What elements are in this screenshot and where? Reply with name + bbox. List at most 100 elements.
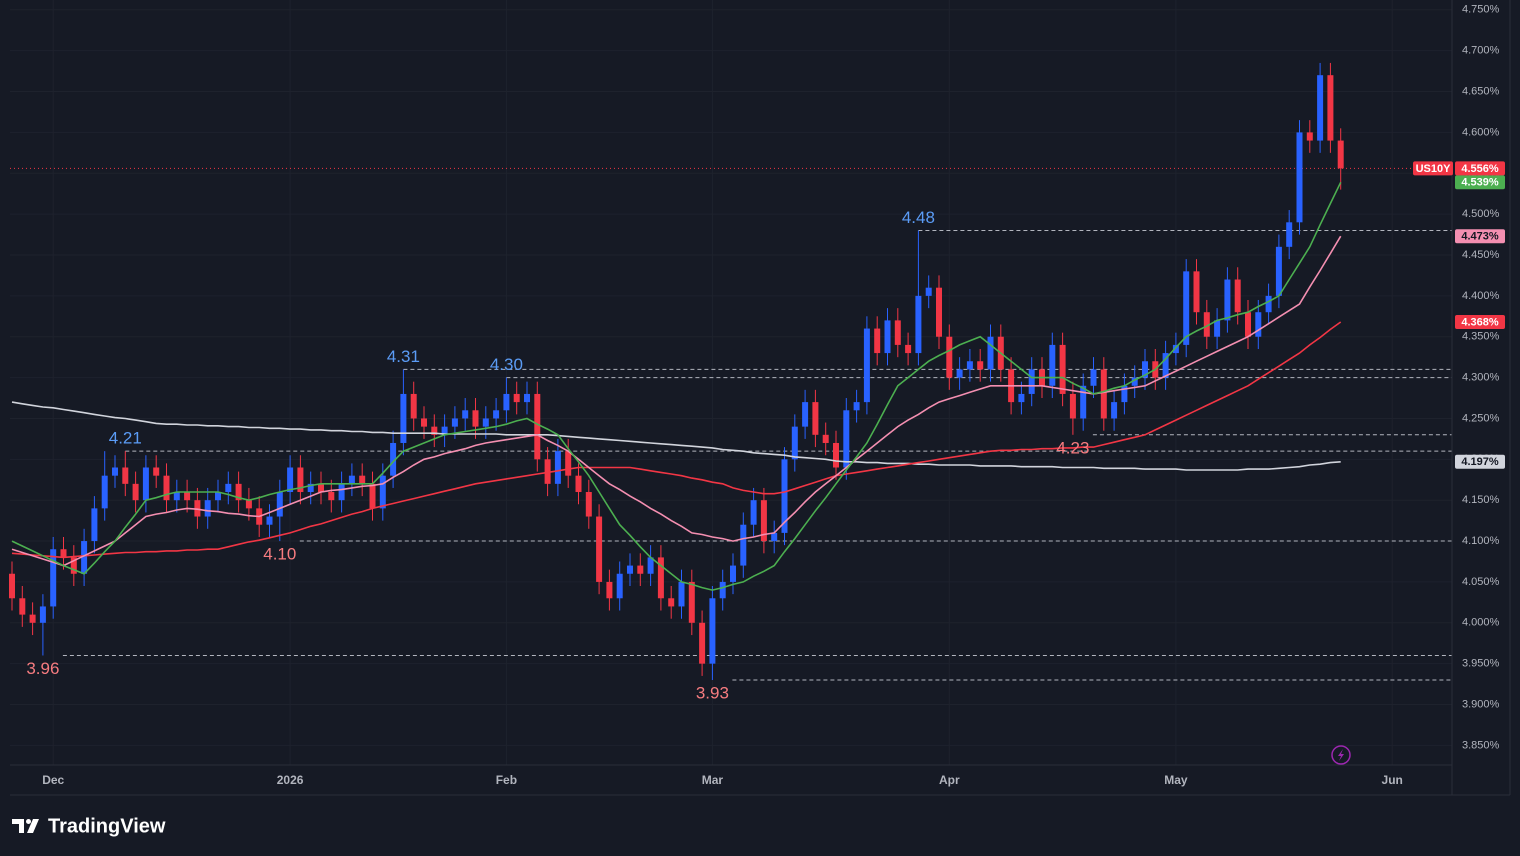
annotation: 4.21 bbox=[109, 429, 142, 448]
candle-body bbox=[1111, 402, 1118, 419]
candle-body bbox=[1080, 385, 1087, 419]
alert-icon[interactable] bbox=[1331, 745, 1351, 765]
symbol-tag-label: US10Y bbox=[1416, 163, 1452, 175]
candle-body bbox=[1172, 344, 1179, 354]
candle-body bbox=[29, 614, 36, 623]
annotation: 3.96 bbox=[26, 659, 59, 678]
logo-text: TradingView bbox=[48, 815, 166, 837]
y-tick-label: 4.400% bbox=[1462, 290, 1500, 302]
price-tag bbox=[1455, 229, 1505, 244]
candle-body bbox=[287, 467, 294, 493]
candle-body bbox=[50, 549, 57, 607]
candle-body bbox=[1162, 353, 1169, 378]
price-tag-label: 4.539% bbox=[1461, 177, 1499, 189]
candle-body bbox=[307, 483, 314, 493]
candle-body bbox=[936, 287, 942, 337]
candle-body bbox=[925, 287, 932, 296]
candle-body bbox=[81, 541, 88, 574]
price-tag-label: 4.473% bbox=[1461, 231, 1499, 243]
y-tick-label: 4.700% bbox=[1462, 45, 1500, 57]
candle-body bbox=[359, 475, 366, 484]
x-tick-label: Feb bbox=[496, 773, 517, 787]
candle-body bbox=[1121, 385, 1128, 403]
candle-body bbox=[1049, 344, 1056, 386]
alert-circle bbox=[1331, 745, 1351, 765]
y-tick-label: 4.050% bbox=[1462, 576, 1500, 588]
candle-body bbox=[874, 328, 881, 354]
candle-body bbox=[493, 410, 500, 419]
candle-body bbox=[657, 557, 664, 599]
candle-body bbox=[142, 467, 149, 501]
alert-bolt bbox=[1338, 749, 1344, 761]
x-tick-label: Dec bbox=[42, 773, 64, 787]
candle-body bbox=[225, 483, 232, 493]
y-tick-label: 3.950% bbox=[1462, 658, 1500, 670]
candle-body bbox=[1203, 312, 1210, 337]
logo-slash bbox=[27, 819, 39, 833]
candle-body bbox=[565, 451, 572, 476]
candle-body bbox=[606, 581, 613, 599]
candle-body bbox=[1337, 140, 1344, 169]
candle-body bbox=[956, 369, 963, 378]
candle-body bbox=[1296, 132, 1303, 223]
candle-body bbox=[153, 467, 160, 476]
x-tick-label: 2026 bbox=[277, 773, 304, 787]
logo-mark bbox=[12, 819, 24, 833]
candle-body bbox=[863, 328, 870, 403]
y-tick-label: 3.850% bbox=[1462, 739, 1500, 751]
candle-body bbox=[379, 475, 386, 509]
candle-body bbox=[1059, 344, 1066, 394]
y-tick-label: 4.750% bbox=[1462, 4, 1500, 16]
candle-body bbox=[1131, 377, 1138, 386]
candle-body bbox=[637, 565, 644, 574]
candle-body bbox=[1183, 271, 1190, 345]
y-tick-label: 3.900% bbox=[1462, 698, 1500, 710]
candle-body bbox=[163, 475, 170, 501]
candle-body bbox=[132, 483, 139, 501]
candle-body bbox=[1100, 369, 1107, 419]
candle-body bbox=[802, 402, 809, 427]
candle-body bbox=[596, 516, 603, 582]
candle-body bbox=[421, 418, 427, 427]
candle-body bbox=[276, 492, 283, 517]
candle-body bbox=[946, 336, 953, 378]
annotation: 4.10 bbox=[263, 545, 296, 564]
y-tick-label: 4.150% bbox=[1462, 494, 1500, 506]
candle-body bbox=[554, 451, 561, 484]
logo-dot bbox=[26, 819, 31, 824]
candle-body bbox=[1214, 320, 1221, 337]
candle-body bbox=[833, 442, 839, 468]
candle-body bbox=[1234, 279, 1241, 313]
candle-body bbox=[1090, 369, 1097, 386]
candle-body bbox=[1193, 271, 1200, 313]
candle-body bbox=[513, 393, 520, 403]
y-tick-label: 4.000% bbox=[1462, 617, 1500, 629]
y-tick-label: 4.450% bbox=[1462, 249, 1500, 261]
candle-body bbox=[19, 598, 26, 615]
price-tag bbox=[1455, 175, 1505, 190]
candle-body bbox=[1306, 132, 1313, 141]
candle-body bbox=[390, 442, 397, 476]
candle-body bbox=[977, 361, 984, 370]
candle-body bbox=[843, 410, 850, 468]
candle-body bbox=[534, 393, 541, 460]
price-tag-label: 4.197% bbox=[1461, 456, 1499, 468]
y-tick-label: 4.250% bbox=[1462, 412, 1500, 424]
y-tick-label: 4.100% bbox=[1462, 535, 1500, 547]
y-tick-label: 4.600% bbox=[1462, 126, 1500, 138]
candle-body bbox=[369, 483, 376, 509]
y-tick-label: 4.650% bbox=[1462, 85, 1500, 97]
annotation: 4.48 bbox=[902, 208, 935, 227]
candle-body bbox=[1224, 279, 1231, 321]
moving-average-line bbox=[11, 235, 1342, 567]
candle-body bbox=[245, 500, 252, 509]
candle-body bbox=[1142, 361, 1148, 378]
candle-body bbox=[39, 606, 46, 623]
candle-body bbox=[709, 598, 716, 664]
candle-body bbox=[328, 492, 335, 501]
annotation: 3.93 bbox=[696, 683, 729, 702]
y-tick-label: 4.500% bbox=[1462, 208, 1500, 220]
candle-body bbox=[544, 459, 551, 484]
annotation: 4.30 bbox=[490, 355, 523, 374]
